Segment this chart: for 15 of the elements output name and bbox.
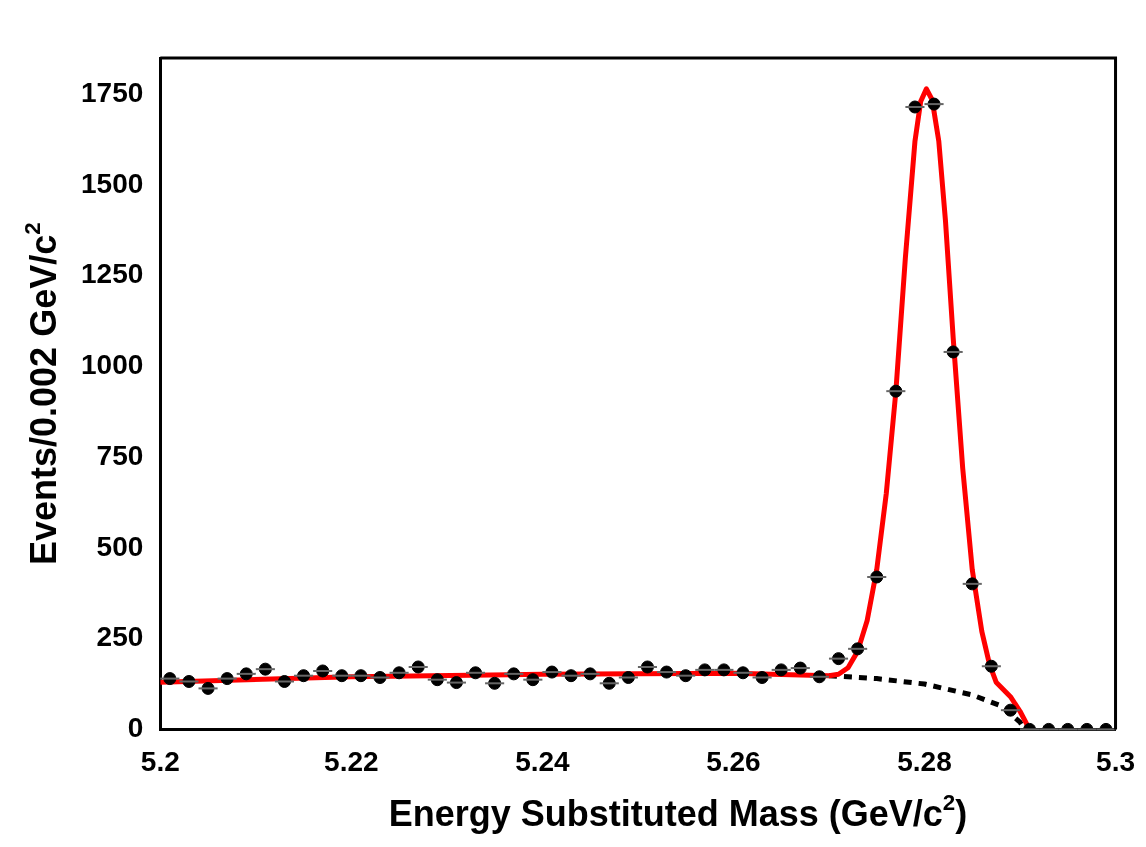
y-tick-label: 250: [96, 621, 144, 653]
x-tick-label: 5.24: [515, 745, 571, 777]
y-tick-label: 1500: [80, 167, 144, 199]
x-tick-label: 5.28: [897, 745, 952, 777]
y-tick-label: 1750: [80, 77, 144, 109]
x-tick-label: 5.3: [1096, 745, 1136, 777]
x-tick-label: 5.2: [140, 745, 180, 777]
y-tick-label: 500: [96, 530, 144, 562]
x-tick-label: 5.26: [706, 745, 761, 777]
y-tick-label: 1000: [80, 349, 144, 381]
y-tick-label: 750: [96, 439, 144, 471]
y-axis-title: Events/0.002 GeV/c2: [19, 222, 64, 566]
y-tick-label: 0: [127, 712, 144, 744]
x-tick-label: 5.22: [324, 745, 379, 777]
y-tick-label: 1250: [80, 258, 144, 290]
